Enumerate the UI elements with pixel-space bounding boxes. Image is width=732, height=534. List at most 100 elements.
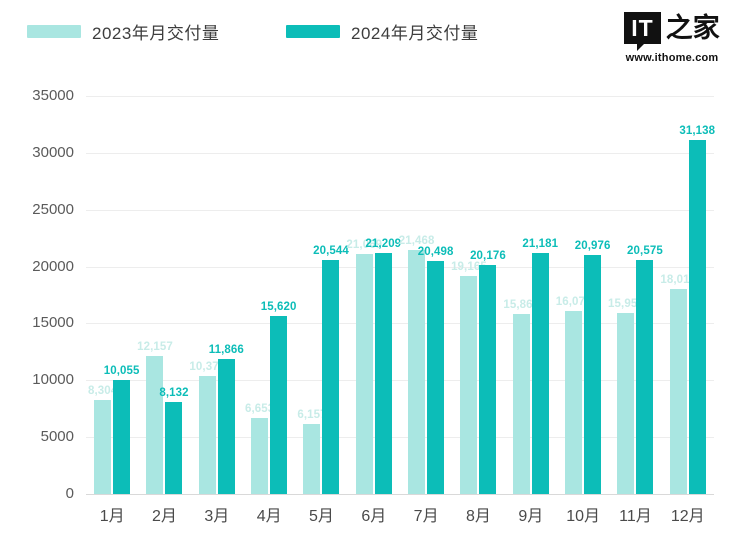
bar-value-label: 20,544 [313, 245, 349, 258]
chart-plot: 0 5000 10000 15000 20000 25000 30000 35000 8,30… [0, 72, 732, 534]
y-axis-tick-label: 5000 [40, 428, 74, 446]
bar-value-label: 10,378 [189, 361, 226, 373]
y-axis-tick-label: 35000 [32, 87, 74, 104]
bar-group: 10,378 11,866 [189, 96, 244, 494]
bar-value-label: 10,055 [103, 364, 140, 377]
y-axis-tick-label: 0 [65, 485, 74, 502]
bar-group: 21,468 20,498 [399, 96, 453, 494]
logo-mark: IT 之家 [620, 8, 724, 51]
bar-value-label: 18,012 [660, 274, 697, 287]
chart-bars: 8,304 10,055 12,157 8,132 10,378 11,866 6,653 1… [86, 96, 715, 494]
bar[interactable]: 15,620 [261, 301, 296, 494]
gridline [86, 209, 714, 211]
x-axis-tick-label: 9月 [518, 508, 544, 525]
gridline [86, 323, 714, 325]
x-axis-tick-label: 12月 [670, 508, 705, 525]
bar[interactable]: 21,069 [346, 239, 382, 494]
bar[interactable]: 21,209 [365, 238, 401, 494]
bar-value-label: 20,976 [574, 240, 611, 253]
bar[interactable]: 10,378 [189, 361, 225, 494]
bar-value-label: 15,861 [503, 298, 540, 311]
x-axis-tick-label: 7月 [413, 508, 439, 525]
bar[interactable]: 31,138 [679, 125, 715, 494]
gridline [86, 380, 714, 382]
x-axis-tick-label: 2月 [152, 508, 177, 525]
legend-item-2023[interactable]: 2023年月交付量 [27, 19, 219, 44]
bar[interactable]: 10,055 [104, 365, 139, 494]
logo-cn-text: 之家 [665, 13, 720, 44]
bar-value-label: 6,157 [297, 409, 327, 421]
bar[interactable]: 19,165 [451, 261, 487, 494]
bar[interactable]: 8,304 [88, 385, 117, 494]
bar[interactable]: 6,653 [245, 403, 274, 494]
bar[interactable]: 21,468 [399, 235, 434, 494]
legend-item-2024[interactable]: 2024年月交付量 [286, 19, 478, 44]
bar[interactable]: 6,157 [297, 409, 327, 494]
bar-value-label: 15,951 [608, 297, 644, 310]
y-axis-tick-label: 10000 [32, 371, 74, 389]
bar-group: 16,074 20,976 [556, 96, 610, 494]
gridline [86, 152, 714, 154]
y-axis-tick-label: 30000 [32, 143, 74, 161]
bar-group: 18,012 31,138 [660, 96, 715, 494]
x-axis-tick-label: 8月 [466, 508, 491, 525]
bar-value-label: 8,304 [88, 384, 118, 397]
gridline [86, 266, 714, 268]
bar[interactable]: 12,157 [137, 341, 173, 494]
legend-swatch-2024 [286, 25, 340, 38]
gridline [86, 96, 714, 97]
ithome-logo: IT 之家 www.ithome.com [620, 8, 724, 64]
bar-group: 8,304 10,055 [86, 96, 139, 494]
bar-value-label: 8,132 [159, 386, 189, 399]
bar[interactable]: 11,866 [209, 344, 244, 494]
bar[interactable]: 8,132 [159, 387, 189, 494]
bar-value-label: 31,138 [679, 124, 716, 137]
bar[interactable]: 20,575 [627, 245, 663, 494]
bar[interactable]: 20,498 [418, 246, 453, 494]
chart-axis-area [86, 96, 714, 495]
x-axis-tick-label: 6月 [361, 508, 387, 525]
gridline [86, 494, 714, 495]
y-axis-tick-label: 20000 [32, 257, 74, 275]
bar-group: 15,861 21,181 [503, 96, 558, 494]
bar-value-label: 11,866 [208, 344, 244, 357]
bar[interactable]: 20,544 [313, 245, 349, 494]
bar-value-label: 21,069 [346, 239, 383, 252]
bar[interactable]: 18,012 [660, 274, 696, 494]
bar-group: 21,069 21,209 [346, 96, 401, 494]
x-axis-tick-label: 1月 [99, 508, 125, 525]
bar[interactable]: 21,181 [522, 238, 558, 494]
bar-value-label: 16,074 [555, 296, 592, 309]
gridline [86, 437, 714, 439]
legend-label-2023: 2023年月交付量 [92, 24, 220, 43]
bar-value-label: 20,498 [417, 245, 454, 258]
bar[interactable]: 16,074 [556, 296, 591, 494]
x-axis-tick-label: 11月 [619, 508, 652, 525]
bar-value-label: 21,181 [522, 238, 559, 251]
x-axis-tick-label: 4月 [256, 508, 282, 525]
bar-value-label: 6,653 [245, 403, 275, 416]
legend-label-2024: 2024年月交付量 [351, 24, 479, 43]
bar[interactable]: 15,951 [608, 298, 644, 494]
bar-value-label: 20,176 [470, 249, 506, 262]
bar-value-label: 21,209 [365, 237, 402, 250]
x-axis-tick-label: 5月 [309, 508, 334, 525]
logo-url: www.ithome.com [625, 52, 719, 64]
bar-value-label: 20,575 [627, 245, 663, 258]
chart-x-axis: 1月 2月 3月 4月 5月 6月 7月 8月 9月 10月 11月 12月 [86, 502, 714, 526]
bar-value-label: 21,468 [398, 234, 435, 247]
bar[interactable]: 15,861 [503, 299, 539, 494]
x-axis-tick-label: 3月 [204, 508, 230, 525]
bar-group: 15,951 20,575 [608, 96, 663, 494]
bar[interactable]: 20,976 [575, 240, 610, 494]
bar-group: 6,157 20,544 [295, 96, 349, 494]
bar-value-label: 19,165 [451, 261, 487, 274]
bar-group: 6,653 15,620 [243, 96, 296, 494]
bar-group: 12,157 8,132 [137, 96, 190, 494]
x-axis-tick-label: 10月 [566, 508, 601, 525]
y-axis-tick-label: 15000 [32, 314, 74, 332]
legend-swatch-2023 [27, 25, 81, 38]
bar-value-label: 15,620 [260, 301, 297, 314]
bar[interactable]: 20,176 [470, 250, 506, 494]
